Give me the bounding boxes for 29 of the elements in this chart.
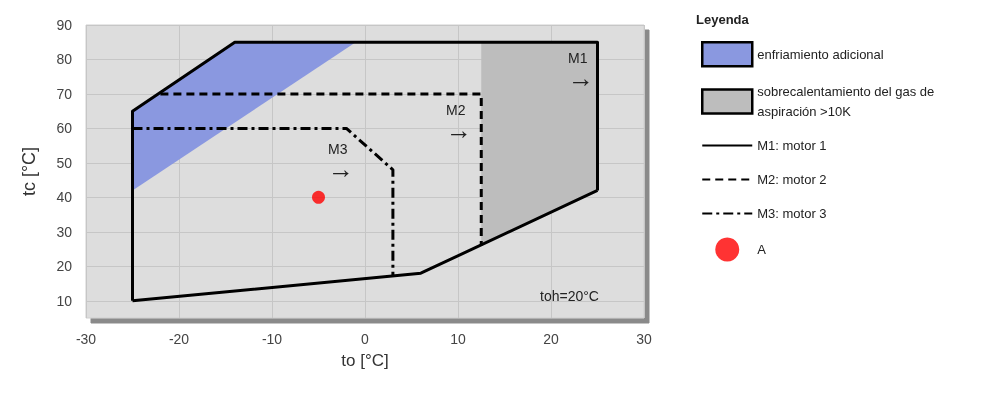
legend-label: M3: motor 3 — [757, 206, 827, 221]
y-axis-title: tc [°C] — [19, 146, 39, 197]
y-tick-label: 90 — [56, 17, 73, 33]
y-tick-label: 70 — [56, 85, 73, 102]
annotation: M2 → — [446, 102, 472, 145]
y-tick-label: 30 — [56, 223, 73, 240]
y-tick-label: 60 — [56, 120, 73, 137]
annotation: M1 → — [568, 50, 594, 93]
x-tick-label: -30 — [75, 331, 97, 347]
legend-label: A — [757, 242, 767, 257]
annotation: M3 → — [328, 141, 354, 184]
legend-label: M2: motor 2 — [757, 172, 827, 187]
legend-label: M1: motor 1 — [757, 138, 827, 153]
y-tick-label: 80 — [56, 51, 73, 68]
y-tick-label: 40 — [56, 189, 73, 206]
y-tick-label: 20 — [56, 258, 73, 275]
x-axis-title: to [°C] — [341, 351, 389, 370]
legend-label: enfriamiento adicional — [757, 46, 884, 62]
x-tick-label: 10 — [450, 331, 466, 347]
legend-label: sobrecalentamiento del gas de aspiración >10K — [757, 84, 938, 119]
x-tick-label: 0 — [361, 331, 370, 347]
x-tick-label: -20 — [168, 331, 190, 347]
x-tick-label: 20 — [543, 331, 559, 347]
y-tick-label: 50 — [56, 154, 73, 171]
x-tick-label: -10 — [261, 331, 283, 347]
x-tick-label: 30 — [636, 331, 652, 347]
legend-title: Leyenda — [696, 12, 750, 27]
annotation: toh=20°C — [540, 288, 599, 304]
y-tick-label: 10 — [56, 292, 73, 309]
